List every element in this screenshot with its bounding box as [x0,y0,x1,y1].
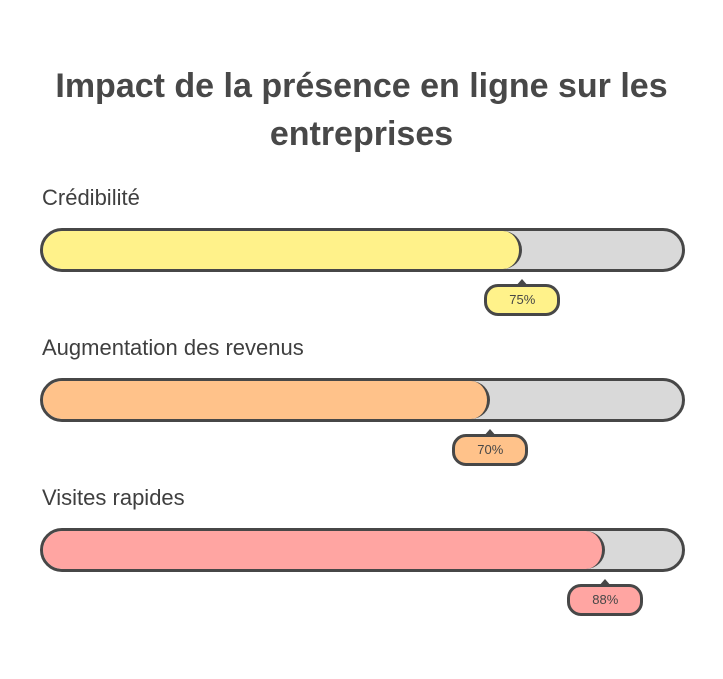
badge-pointer [515,279,530,287]
value-label-credibilite: 75% [509,292,536,307]
bar-fill-visites-rapides [43,531,606,569]
bar-fill-augmentation-des-revenus [43,381,491,419]
bar-row-credibilite: Crédibilité 75% [0,185,723,325]
bar-track-visites-rapides [40,528,685,572]
value-label-visites-rapides: 88% [592,592,619,607]
value-badge-augmentation-des-revenus: 70% [452,429,529,466]
bar-row-visites-rapides: Visites rapides 88% [0,485,723,625]
bar-track-credibilite [40,228,685,272]
bar-label-visites-rapides: Visites rapides [42,485,185,510]
chart-title: Impact de la présence en ligne sur les e… [55,67,668,153]
badge-pointer [598,579,613,587]
value-badge-visites-rapides: 88% [567,579,644,616]
bar-fill-credibilite [43,231,523,269]
bar-label-credibilite: Crédibilité [42,185,140,210]
value-label-augmentation-des-revenus: 70% [477,442,504,457]
bar-row-augmentation-des-revenus: Augmentation des revenus 70% [0,335,723,475]
bar-label-augmentation-des-revenus: Augmentation des revenus [42,335,304,360]
badge-pointer [483,429,498,437]
value-badge-credibilite: 75% [484,279,561,316]
bar-track-augmentation-des-revenus [40,378,685,422]
